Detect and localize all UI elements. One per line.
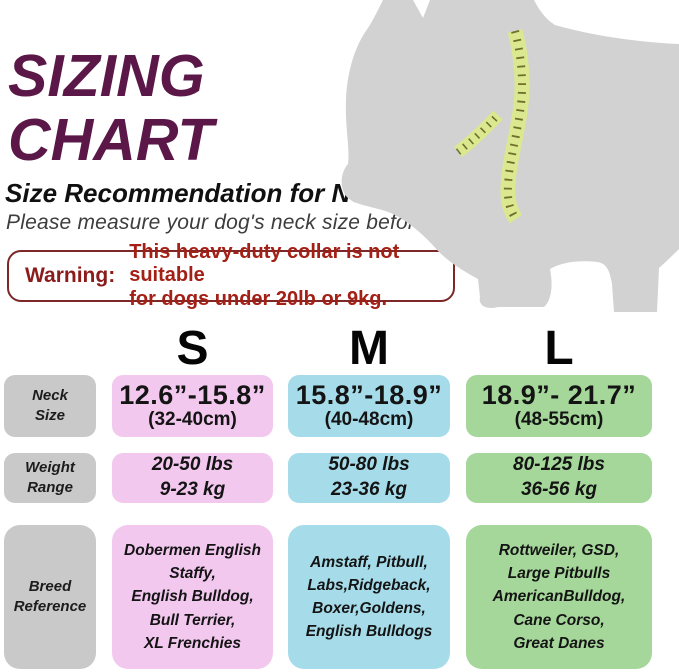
- page-title: SIZING CHART: [8, 44, 213, 172]
- cell-weight-range-m: 50-80 lbs 23-36 kg: [288, 453, 450, 503]
- cell-weight-range-l: 80-125 lbs 36-56 kg: [466, 453, 652, 503]
- dog-illustration: [341, 0, 679, 312]
- cell-neck-size-s: 12.6”-15.8” (32-40cm): [112, 375, 273, 437]
- page-title-line1: SIZING: [8, 43, 205, 109]
- neck-size-s-cm: (32-40cm): [148, 408, 237, 430]
- breed-reference-s-text: Dobermen English Staffy, English Bulldog…: [124, 541, 261, 652]
- weight-range-s-text: 20-50 lbs 9-23 kg: [151, 454, 234, 500]
- neck-size-l-cm: (48-55cm): [514, 408, 604, 430]
- row-label-neck-size: Neck Size: [4, 375, 96, 437]
- column-header-m: M: [349, 321, 389, 375]
- page-title-line2: CHART: [8, 107, 214, 173]
- column-header-l: L: [544, 321, 574, 375]
- neck-size-m-cm: (40-48cm): [324, 408, 414, 430]
- cell-neck-size-l: 18.9”- 21.7” (48-55cm): [466, 375, 652, 437]
- cell-breed-reference-s: Dobermen English Staffy, English Bulldog…: [112, 525, 273, 669]
- warning-box: Warning: This heavy-duty collar is not s…: [7, 241, 455, 310]
- warning-label: Warning:: [25, 264, 116, 287]
- breed-reference-l-text: Rottweiler, GSD, Large Pitbulls American…: [492, 541, 626, 652]
- section-subtitle: Size Recommendation for Neck: [5, 178, 394, 208]
- column-header-s: S: [176, 321, 209, 375]
- measure-instruction: Please measure your dog's neck size befo…: [6, 211, 512, 234]
- row-label-weight-range-text: Weight Range: [25, 458, 75, 496]
- weight-range-m-text: 50-80 lbs 23-36 kg: [328, 454, 410, 500]
- neck-size-m-inches: 15.8”-18.9”: [295, 380, 443, 411]
- cell-breed-reference-l: Rottweiler, GSD, Large Pitbulls American…: [466, 525, 652, 669]
- neck-size-s-inches: 12.6”-15.8”: [119, 380, 266, 411]
- cell-neck-size-m: 15.8”-18.9” (40-48cm): [288, 375, 450, 437]
- row-label-breed-reference-text: Breed Reference: [13, 577, 87, 615]
- cell-breed-reference-m: Amstaff, Pitbull, Labs,Ridgeback, Boxer,…: [288, 525, 450, 669]
- breed-reference-m-text: Amstaff, Pitbull, Labs,Ridgeback, Boxer,…: [305, 553, 433, 641]
- warning-message: This heavy-duty collar is not suitable f…: [129, 241, 400, 310]
- measuring-tape-branch-ticks: [455, 112, 501, 155]
- weight-range-l-text: 80-125 lbs 36-56 kg: [513, 454, 605, 500]
- measuring-tape-icon: [454, 29, 530, 224]
- neck-size-l-inches: 18.9”- 21.7”: [481, 380, 637, 411]
- row-label-breed-reference: Breed Reference: [4, 525, 96, 669]
- row-label-weight-range: Weight Range: [4, 453, 96, 503]
- row-label-neck-size-text: Neck Size: [32, 386, 68, 424]
- measuring-tape-band: [500, 29, 530, 224]
- cell-weight-range-s: 20-50 lbs 9-23 kg: [112, 453, 273, 503]
